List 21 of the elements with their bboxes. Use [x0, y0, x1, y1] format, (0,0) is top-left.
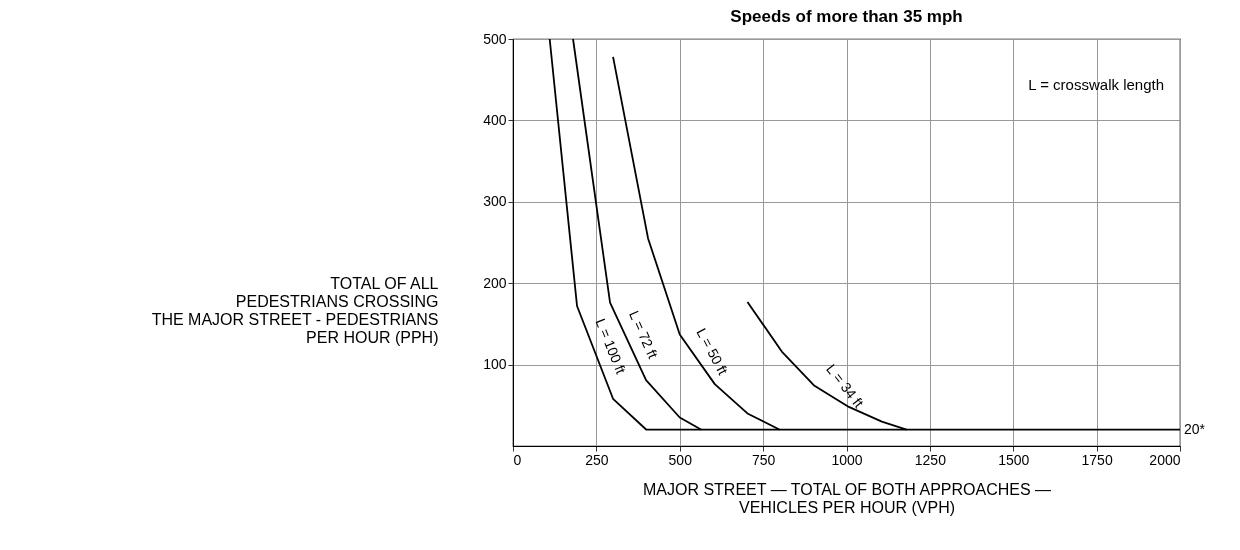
x-tick-label: 500	[668, 451, 693, 468]
y-axis-title: TOTAL OF ALL PEDESTRIANS CROSSING THE MAJOR STREET - PEDESTRIANS PER HOUR (PPH)	[151, 274, 439, 346]
x-tick-label: 1250	[914, 451, 947, 468]
x-tick-label: 1750	[1081, 451, 1113, 468]
y-tick-label: 200	[483, 274, 507, 291]
x-tick-label: 250	[585, 451, 609, 468]
x-tick-label: 0	[513, 451, 522, 468]
x-tick-label: 750	[751, 451, 776, 468]
annotation: 20*	[1184, 420, 1206, 437]
y-tick-label: 500	[483, 30, 507, 47]
x-tick-label: 1000	[831, 451, 863, 468]
text: L = 34 ft	[823, 361, 867, 411]
x-axis-title: MAJOR STREET — TOTAL OF BOTH APPROACHES — VEHICLES PER HOUR (VPH)	[642, 480, 1052, 516]
annotation: L = crosswalk length	[1028, 76, 1164, 93]
x-tick-label: 1500	[998, 451, 1030, 468]
x-tick-label: 2000	[1149, 451, 1181, 468]
y-tick-label: 100	[483, 356, 507, 373]
y-tick-label: 400	[483, 111, 507, 128]
text: L = 50 ft	[693, 325, 732, 378]
chart-title: Speeds of more than 35 mph	[730, 7, 963, 26]
y-tick-label: 300	[483, 193, 507, 210]
